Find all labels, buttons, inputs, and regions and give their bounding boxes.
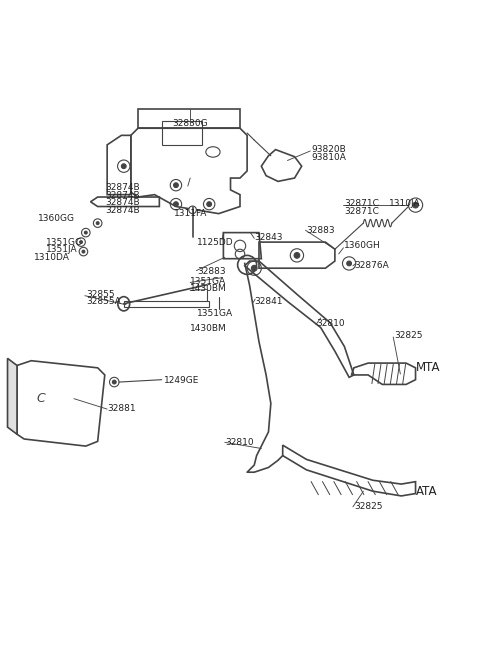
Text: 32810: 32810 (226, 438, 254, 447)
Text: 32825: 32825 (394, 331, 423, 340)
Text: 32825: 32825 (354, 502, 383, 511)
Text: 1430BM: 1430BM (190, 284, 227, 293)
Circle shape (80, 240, 83, 244)
Circle shape (112, 380, 116, 384)
Text: 32843: 32843 (254, 233, 283, 242)
Circle shape (413, 202, 419, 208)
Text: 32841: 32841 (254, 297, 283, 306)
Text: MTA: MTA (416, 362, 440, 374)
Text: 32871C: 32871C (344, 207, 379, 215)
Polygon shape (8, 358, 17, 434)
Text: 1310JA: 1310JA (389, 198, 421, 208)
Circle shape (121, 164, 126, 168)
Text: 1360GG: 1360GG (38, 214, 75, 223)
Text: 32855: 32855 (86, 290, 114, 299)
Text: ATA: ATA (416, 485, 437, 498)
Circle shape (174, 202, 179, 206)
Circle shape (82, 250, 85, 253)
Circle shape (96, 221, 99, 225)
Text: 32874B: 32874B (105, 191, 139, 200)
Text: 1351JA: 1351JA (46, 245, 77, 254)
Text: 1249GE: 1249GE (164, 376, 200, 385)
Text: 32883: 32883 (306, 226, 335, 234)
Text: 1351GA: 1351GA (197, 309, 233, 318)
Text: 93820B: 93820B (311, 145, 346, 154)
Text: 32810: 32810 (316, 319, 345, 328)
Circle shape (294, 253, 300, 258)
Circle shape (252, 265, 257, 271)
Text: 93810A: 93810A (311, 153, 346, 162)
Bar (124, 301, 209, 307)
Circle shape (84, 231, 87, 234)
Circle shape (347, 261, 351, 266)
Text: 32883: 32883 (197, 267, 226, 276)
Text: C: C (36, 392, 45, 405)
Circle shape (174, 183, 179, 187)
Text: 32881: 32881 (107, 403, 136, 413)
Text: 1351GA: 1351GA (190, 276, 226, 286)
Text: 1360GH: 1360GH (344, 242, 381, 250)
Circle shape (207, 202, 212, 206)
Text: 32830G: 32830G (172, 119, 208, 128)
Text: 32874B: 32874B (105, 183, 139, 192)
Text: 1430BM: 1430BM (190, 324, 227, 333)
Text: 32874B: 32874B (105, 206, 139, 215)
Text: 1125DD: 1125DD (197, 238, 234, 246)
Text: 32871C: 32871C (344, 198, 379, 208)
Text: 32855A: 32855A (86, 297, 120, 307)
Text: 32876A: 32876A (354, 261, 389, 271)
Text: 32874B: 32874B (105, 198, 139, 207)
Circle shape (189, 206, 196, 214)
Text: 1310DA: 1310DA (34, 253, 70, 262)
Text: 1351GC: 1351GC (46, 238, 82, 246)
Text: 1311FA: 1311FA (174, 209, 207, 218)
